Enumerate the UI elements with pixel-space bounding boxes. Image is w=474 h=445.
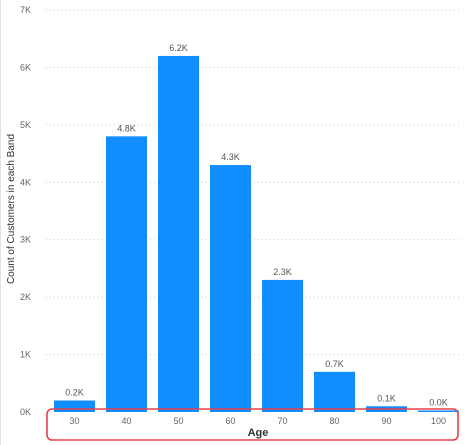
bar: [54, 400, 95, 412]
y-axis-title: Count of Customers in each Band: [6, 134, 17, 284]
y-tick-label: 3K: [20, 235, 31, 245]
y-tick-label: 5K: [20, 120, 31, 130]
y-tick-label: 6K: [20, 62, 31, 72]
x-axis-ticks: 30 40 50 60 70 80 90 100: [69, 416, 446, 426]
bar: [418, 410, 459, 412]
x-tick-label: 50: [173, 416, 183, 426]
x-axis-highlight-box: [46, 408, 459, 441]
y-tick-label: 4K: [20, 177, 31, 187]
data-label: 4.8K: [117, 123, 136, 133]
x-axis-title: Age: [248, 427, 269, 439]
y-tick-label: 7K: [20, 5, 31, 15]
y-tick-label: 2K: [20, 292, 31, 302]
visual-frame-edge: [0, 0, 1, 445]
data-label: 2.3K: [273, 267, 292, 277]
bar: [158, 55, 199, 412]
data-label: 0.0K: [429, 398, 448, 408]
bar: [314, 371, 355, 412]
bar: [210, 165, 251, 412]
x-tick-label: 100: [431, 416, 446, 426]
data-label: 0.7K: [325, 359, 344, 369]
bar: [106, 136, 147, 413]
x-tick-label: 80: [329, 416, 339, 426]
bar: [262, 279, 303, 412]
x-tick-label: 60: [225, 416, 235, 426]
data-label: 0.1K: [377, 393, 396, 403]
data-label: 6.2K: [169, 43, 188, 53]
y-tick-label: 0K: [20, 407, 31, 417]
data-label: 4.3K: [221, 152, 240, 162]
x-tick-label: 70: [277, 416, 287, 426]
y-axis-ticks: 0K 1K 2K 3K 4K 5K 6K 7K: [20, 5, 31, 417]
x-tick-label: 30: [69, 416, 79, 426]
bars: [54, 55, 459, 413]
y-tick-label: 1K: [20, 350, 31, 360]
data-label: 0.2K: [65, 388, 84, 398]
x-tick-label: 40: [121, 416, 131, 426]
data-labels: 0.2K 4.8K 6.2K 4.3K 2.3K 0.7K 0.1K 0.0K: [65, 43, 448, 408]
x-tick-label: 90: [381, 416, 391, 426]
